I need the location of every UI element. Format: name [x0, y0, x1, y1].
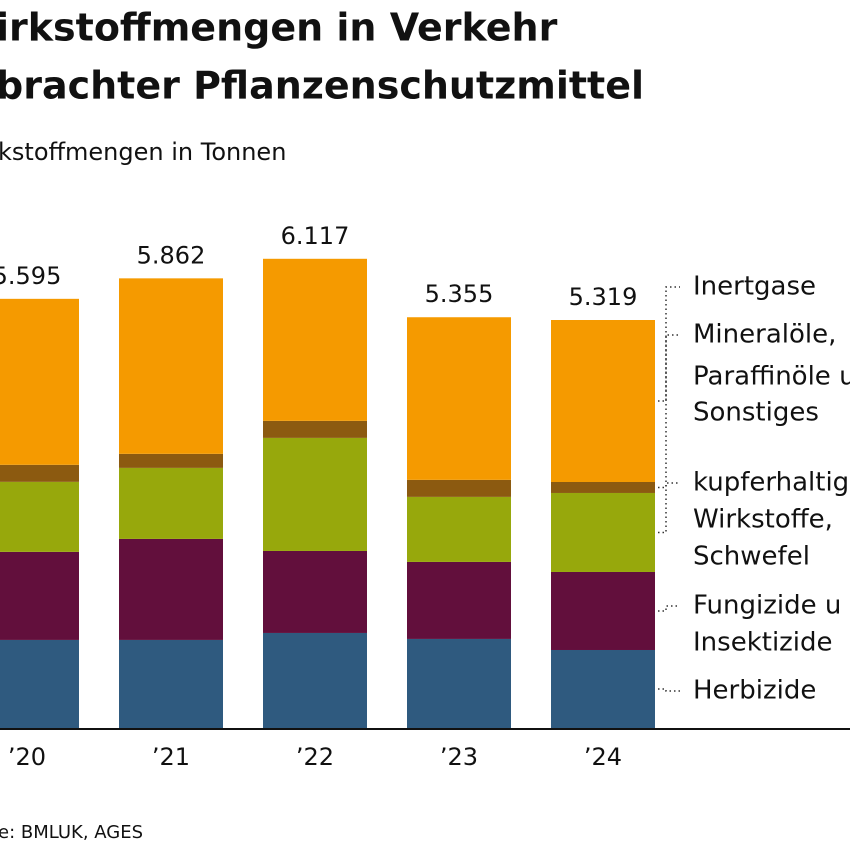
legend-label: Inertgase [693, 272, 816, 302]
x-tick-label: ’24 [584, 743, 622, 771]
chart-title: brachter Pflanzenschutzmittel [0, 64, 644, 108]
bar-segment [551, 320, 655, 483]
bar-segment [263, 420, 367, 438]
bar-segment [551, 649, 655, 728]
bar-segment [407, 317, 511, 480]
bar-segment [119, 639, 223, 728]
x-tick-label: ’22 [296, 743, 334, 771]
subtitle: kstoffmengen in Tonnen [0, 138, 286, 166]
bar-segment [0, 639, 79, 728]
x-tick-label: ’23 [440, 743, 478, 771]
legend-label: Fungizide u [693, 591, 841, 621]
legend-label: kupferhaltig [693, 468, 849, 498]
total-label: 5.862 [137, 241, 206, 269]
bar-segment [0, 464, 79, 482]
legend-label: Wirkstoffe, [693, 505, 833, 535]
legend-label: Sonstiges [693, 398, 819, 428]
legend-label: Mineralöle, [693, 320, 836, 350]
bar-segment [551, 492, 655, 572]
total-label: 5.355 [425, 280, 494, 308]
bar-segment [0, 551, 79, 640]
legend-connector [658, 334, 680, 489]
bar-segment [551, 571, 655, 650]
bar-segment [407, 479, 511, 497]
bar-segment [119, 467, 223, 539]
legend-label: Herbizide [693, 676, 816, 706]
bar-segment [407, 638, 511, 728]
bar-segment [263, 258, 367, 421]
bar-segment [407, 561, 511, 639]
bar-segment [263, 632, 367, 728]
legend-label: Insektizide [693, 628, 833, 658]
bar-segment [119, 453, 223, 468]
total-label: 6.117 [281, 222, 350, 250]
bar-segment [407, 496, 511, 562]
legend-label: Schwefel [693, 542, 810, 572]
bar-segment [263, 550, 367, 633]
source: e: BMLUK, AGES [0, 822, 143, 843]
total-label: 5.319 [569, 283, 638, 311]
bar-segment [551, 482, 655, 493]
legend-connector [658, 605, 680, 612]
x-tick-label: ’21 [152, 743, 190, 771]
chart-title: irkstoffmengen in Verkehr [0, 6, 558, 50]
bar-segment [263, 437, 367, 551]
legend-connector [658, 688, 680, 692]
bar-segment [119, 538, 223, 640]
bar-segment [119, 278, 223, 454]
bar-segment [0, 481, 79, 552]
x-tick-label: ’20 [8, 743, 46, 771]
bar-segment [0, 298, 79, 465]
legend-connector [658, 286, 680, 402]
total-label: 5.595 [0, 262, 61, 290]
legend-connector [658, 482, 680, 534]
legend-label: Paraffinöle u [693, 362, 850, 392]
